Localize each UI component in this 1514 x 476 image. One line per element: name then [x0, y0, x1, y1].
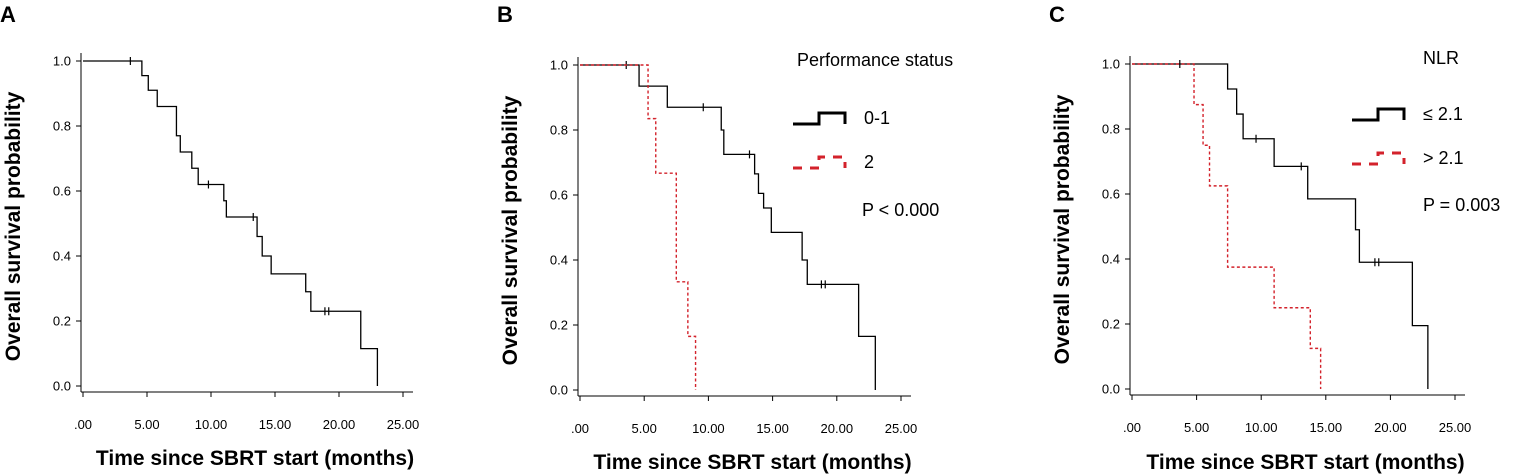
y-tick-label: 0.6 [53, 184, 71, 199]
x-tick-label: 15.00 [756, 421, 789, 436]
x-tick-label: 10.00 [1245, 420, 1278, 435]
y-tick-label: 0.6 [1102, 187, 1120, 202]
legend-symbol-1 [793, 111, 847, 126]
y-tick-label: 0.0 [550, 383, 568, 398]
y-axis-title: Overall survival probability [499, 95, 522, 365]
panel-letter: A [0, 2, 16, 27]
y-tick-label: 0.2 [550, 318, 568, 333]
y-axis-title: Overall survival probability [2, 91, 25, 361]
x-tick-label: 20.00 [323, 417, 356, 432]
y-tick-label: 0.8 [53, 119, 71, 134]
x-axis-title: Time since SBRT start (months) [593, 451, 911, 474]
x-tick-label: 15.00 [1310, 420, 1343, 435]
y-tick-label: 0.4 [1102, 252, 1120, 267]
x-tick-label: 25.00 [387, 417, 420, 432]
legend-symbol-2 [1352, 151, 1406, 166]
y-tick-label: 0.0 [1102, 382, 1120, 397]
survival-curve-group-1 [580, 64, 876, 390]
y-tick-label: 0.2 [1102, 317, 1120, 332]
legend-label-2: 2 [864, 152, 874, 172]
panel-letter: B [497, 2, 513, 27]
legend-label-2: > 2.1 [1423, 148, 1464, 168]
x-tick-label: 5.00 [1184, 420, 1209, 435]
y-tick-label: 0.8 [1102, 122, 1120, 137]
x-tick-label: 25.00 [885, 421, 918, 436]
survival-curve-group-2 [580, 64, 697, 390]
survival-curve-group-1 [83, 60, 379, 386]
legend-label-1: ≤ 2.1 [1423, 104, 1463, 124]
y-tick-label: 0.2 [53, 314, 71, 329]
survival-curve-group-2 [1132, 63, 1322, 389]
x-tick-label: .00 [1123, 420, 1141, 435]
y-tick-label: 1.0 [53, 54, 71, 69]
y-tick-label: 0.8 [550, 123, 568, 138]
y-tick-label: 1.0 [550, 58, 568, 73]
y-tick-label: 0.4 [550, 253, 568, 268]
panel-b: B 0.0 0.2 0.4 0.6 0.8 1.0 .00 5.00 10.00 15.00 20.0… [497, 2, 953, 474]
legend-title: Performance status [797, 50, 953, 70]
legend-symbol-1 [1352, 107, 1406, 122]
y-tick-label: 0.6 [550, 188, 568, 203]
panel-letter: C [1049, 2, 1065, 27]
legend-title: NLR [1423, 48, 1459, 68]
x-tick-label: .00 [571, 421, 589, 436]
x-tick-label: 25.00 [1439, 420, 1472, 435]
y-axis-title: Overall survival probability [1051, 94, 1074, 364]
y-tick-label: 0.0 [53, 379, 71, 394]
p-value: P < 0.000 [862, 200, 939, 220]
x-axis-title: Time since SBRT start (months) [96, 447, 414, 470]
y-tick-label: 1.0 [1102, 57, 1120, 72]
panel-a: A 0.0 0.2 0.4 0.6 0.8 1.0 .00 5.00 10.00 15.00 20.0… [0, 2, 419, 470]
x-tick-label: 20.00 [1374, 420, 1407, 435]
x-tick-label: 10.00 [195, 417, 228, 432]
x-axis-title: Time since SBRT start (months) [1146, 451, 1464, 474]
x-tick-label: 15.00 [259, 417, 292, 432]
x-tick-label: 10.00 [692, 421, 725, 436]
survival-curve-group-1 [1132, 63, 1429, 389]
p-value: P = 0.003 [1423, 195, 1500, 215]
x-tick-label: 20.00 [821, 421, 854, 436]
x-tick-label: 5.00 [632, 421, 657, 436]
legend-symbol-2 [793, 155, 847, 170]
legend-label-1: 0-1 [864, 108, 890, 128]
x-tick-label: 5.00 [134, 417, 159, 432]
panel-c: C 0.0 0.2 0.4 0.6 0.8 1.0 .00 5.00 10.00 15.00 20.0… [1049, 2, 1500, 474]
x-tick-label: .00 [74, 417, 92, 432]
y-tick-label: 0.4 [53, 249, 71, 264]
